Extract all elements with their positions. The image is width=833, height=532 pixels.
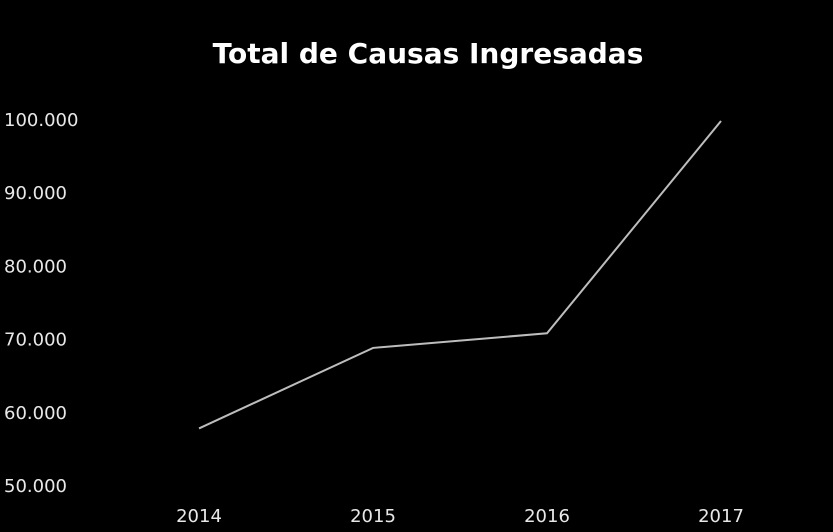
line-series [198, 120, 722, 430]
y-tick-label: 60.000 [4, 403, 67, 424]
x-tick-label: 2015 [350, 506, 396, 527]
y-tick-label: 100.000 [4, 110, 78, 131]
y-tick-label: 90.000 [4, 183, 67, 204]
x-tick-label: 2016 [524, 506, 570, 527]
y-tick-label: 70.000 [4, 330, 67, 351]
y-tick-label: 50.000 [4, 476, 67, 497]
chart-title: Total de Causas Ingresadas [213, 37, 644, 70]
x-tick-label: 2017 [698, 506, 744, 527]
y-tick-label: 80.000 [4, 256, 67, 277]
x-tick-label: 2014 [176, 506, 222, 527]
